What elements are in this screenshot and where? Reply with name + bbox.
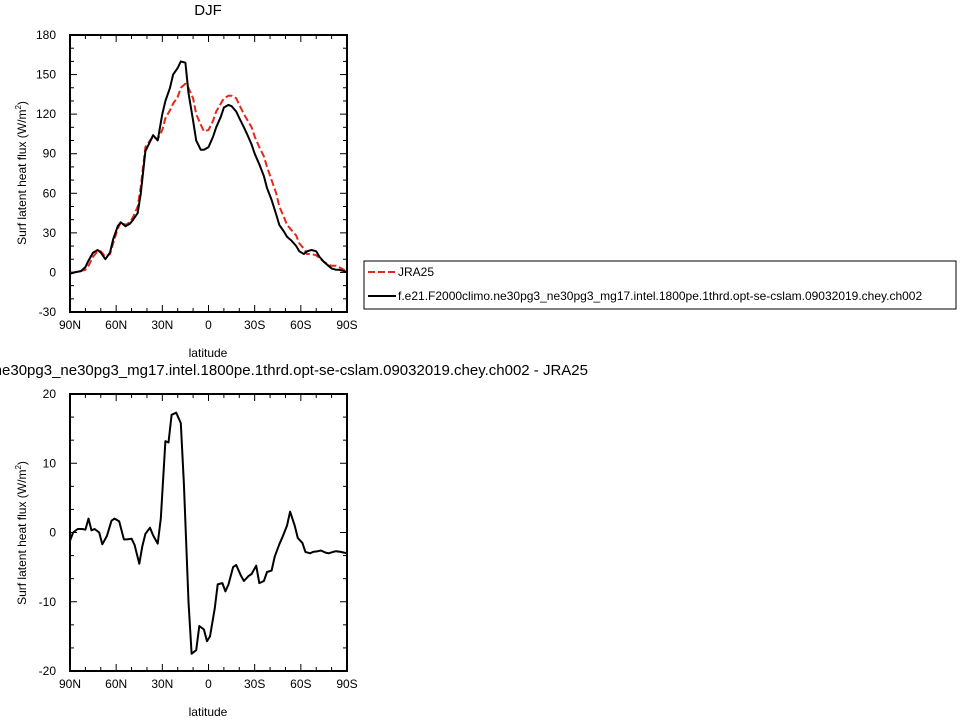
top-y-axis-label: Surf latent heat flux (W/m2): [14, 101, 29, 245]
bottom-y-axis-label: Surf latent heat flux (W/m2): [14, 461, 29, 605]
bottom-x-tick-label: 90N: [59, 677, 81, 691]
bottom-y-tick-label: 0: [49, 526, 56, 540]
top-chart-title: DJF: [194, 2, 222, 19]
top-x-tick-label: 90N: [59, 318, 81, 332]
bottom-series: [69, 411, 348, 655]
top-y-tick-label: 30: [43, 226, 57, 240]
bottom-x-tick-label: 90S: [336, 677, 357, 691]
top-y-tick-label: 90: [43, 147, 57, 161]
bottom-x-axis-label: latitude: [189, 705, 228, 719]
bottom-y-tick-label: 20: [43, 387, 57, 401]
legend-label-jra25: JRA25: [398, 265, 434, 279]
legend: JRA25 f.e21.F2000climo.ne30pg3_ne30pg3_m…: [363, 260, 957, 310]
bottom-y-tick-label: -10: [39, 595, 57, 609]
top-y-tick-label: 150: [36, 68, 56, 82]
bottom-tick-labels: 90N 60N 30N 0 30S 60S 90S -20 -10 0 10 20: [39, 387, 358, 691]
top-y-tick-label: 60: [43, 186, 57, 200]
bottom-x-tick-label: 60N: [105, 677, 127, 691]
top-x-tick-label: 30N: [151, 318, 173, 332]
top-x-tick-label: 60S: [290, 318, 311, 332]
bottom-grid-ticks: [69, 393, 348, 672]
legend-box: [363, 260, 957, 310]
bottom-series-line-0: [69, 411, 348, 655]
bottom-plot-frame: [69, 393, 348, 672]
bottom-panel: f.e21.F2000climo.ne30pg3_ne30pg3_mg17.in…: [0, 362, 588, 719]
top-plot-frame: [69, 34, 348, 313]
bottom-x-tick-label: 30N: [151, 677, 173, 691]
top-panel: DJF 90N 60N 30N 0 30S 60S 90S -30 0 30 60 90 120 150 1…: [14, 2, 358, 360]
bottom-y-tick-label: -20: [39, 664, 57, 678]
bottom-y-tick-label: 10: [43, 456, 57, 470]
top-series-line-1: [69, 60, 348, 275]
legend-label-model: f.e21.F2000climo.ne30pg3_ne30pg3_mg17.in…: [398, 289, 922, 303]
top-x-tick-label: 90S: [336, 318, 357, 332]
top-grid-ticks: [69, 34, 348, 313]
top-tick-labels: 90N 60N 30N 0 30S 60S 90S -30 0 30 60 90 120 150 180: [36, 28, 358, 332]
bottom-x-tick-label: 30S: [244, 677, 265, 691]
top-x-axis-label: latitude: [189, 346, 228, 360]
top-x-tick-label: 30S: [244, 318, 265, 332]
bottom-x-tick-label: 60S: [290, 677, 311, 691]
bottom-chart-title: f.e21.F2000climo.ne30pg3_ne30pg3_mg17.in…: [0, 362, 588, 379]
top-y-tick-label: 120: [36, 107, 56, 121]
top-y-tick-label: 180: [36, 28, 56, 42]
top-x-tick-label: 60N: [105, 318, 127, 332]
top-x-tick-label: 0: [205, 318, 212, 332]
top-series: [69, 60, 348, 275]
bottom-x-tick-label: 0: [205, 677, 212, 691]
top-y-tick-label: -30: [39, 305, 57, 319]
top-y-tick-label: 0: [49, 265, 56, 279]
